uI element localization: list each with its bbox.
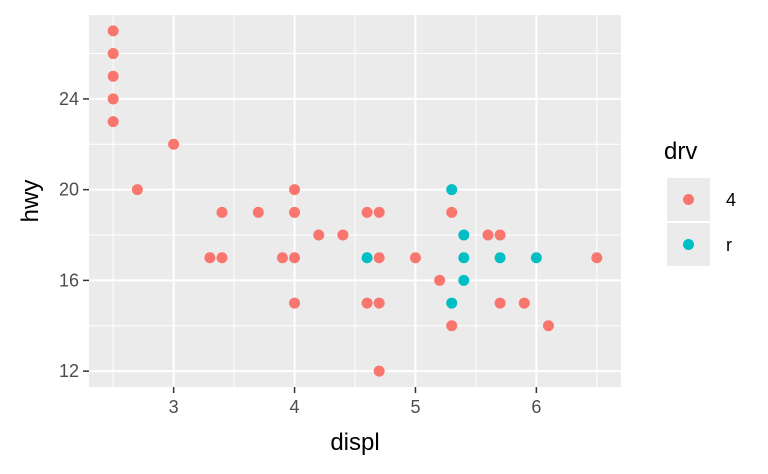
data-point-4 [494, 297, 506, 309]
data-point-r [458, 229, 470, 241]
data-point-4 [168, 138, 180, 150]
grid-major [89, 15, 621, 387]
data-point-4 [216, 206, 228, 218]
y-tick-label: 12 [59, 361, 79, 381]
data-point-r [446, 297, 458, 309]
data-point-4 [216, 252, 228, 264]
data-point-4 [591, 252, 603, 264]
data-point-r [361, 252, 373, 264]
data-point-4 [107, 70, 119, 82]
y-axis-title: hwy [17, 180, 44, 223]
x-axis: 3 4 5 6 [169, 387, 541, 417]
data-point-r [446, 184, 458, 196]
data-point-4 [337, 229, 349, 241]
data-point-4 [434, 274, 446, 286]
x-axis-title: displ [330, 429, 379, 456]
data-point-4 [107, 116, 119, 128]
data-point-4 [494, 229, 506, 241]
data-point-r [458, 274, 470, 286]
data-point-4 [313, 229, 325, 241]
legend-title: drv [664, 138, 697, 165]
legend: drv 4 r [664, 138, 736, 266]
data-point-4 [373, 206, 385, 218]
data-points [107, 25, 603, 377]
x-tick-label: 3 [169, 397, 179, 417]
x-tick-label: 4 [290, 397, 300, 417]
data-point-4 [373, 297, 385, 309]
data-point-4 [446, 320, 458, 332]
data-point-4 [107, 25, 119, 37]
data-point-4 [409, 252, 421, 264]
data-point-r [530, 252, 542, 264]
y-tick-label: 16 [59, 270, 79, 290]
data-point-4 [482, 229, 494, 241]
data-point-4 [107, 48, 119, 60]
data-point-r [458, 252, 470, 264]
data-point-4 [289, 184, 301, 196]
x-tick-label: 6 [531, 397, 541, 417]
y-tick-label: 20 [59, 180, 79, 200]
data-point-4 [446, 206, 458, 218]
data-point-4 [289, 206, 301, 218]
data-point-4 [131, 184, 143, 196]
legend-swatch-r [683, 239, 694, 250]
legend-swatch-4 [683, 194, 694, 205]
data-point-4 [373, 252, 385, 264]
data-point-4 [289, 252, 301, 264]
legend-label-4: 4 [726, 190, 736, 210]
data-point-4 [289, 297, 301, 309]
data-point-4 [252, 206, 264, 218]
data-point-4 [542, 320, 554, 332]
data-point-r [494, 252, 506, 264]
data-point-4 [373, 365, 385, 377]
data-point-4 [361, 206, 373, 218]
legend-label-r: r [726, 235, 732, 255]
data-point-4 [204, 252, 216, 264]
data-point-4 [276, 252, 288, 264]
y-tick-label: 24 [59, 89, 79, 109]
x-tick-label: 5 [410, 397, 420, 417]
data-point-4 [361, 297, 373, 309]
data-point-4 [107, 93, 119, 105]
y-axis: 12 16 20 24 [59, 89, 89, 381]
data-point-4 [518, 297, 530, 309]
